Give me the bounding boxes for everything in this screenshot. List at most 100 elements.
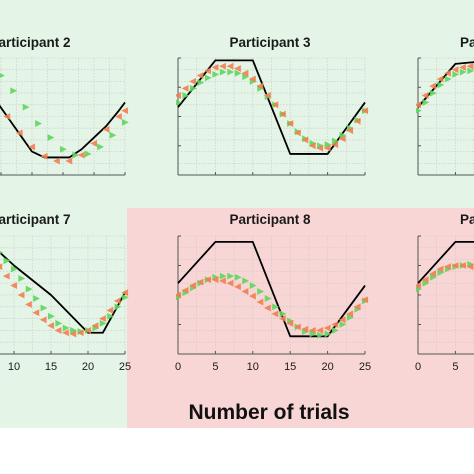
x-tick-label: 20 (321, 361, 333, 373)
green-triangle-marker (452, 70, 460, 78)
orange-triangle-marker (263, 304, 271, 312)
x-tick-label: 25 (119, 361, 131, 373)
x-tick-label: 0 (415, 361, 421, 373)
green-triangle-marker (279, 310, 287, 318)
orange-triangle-marker (47, 322, 55, 330)
orange-triangle-marker (219, 62, 226, 70)
green-triangle-marker (429, 89, 437, 97)
orange-triangle-marker (189, 282, 196, 289)
orange-triangle-marker (331, 141, 339, 148)
green-triangle-marker (22, 103, 30, 111)
panel-title: Participant 8 (229, 212, 311, 227)
green-triangle-marker (339, 321, 347, 328)
green-triangle-marker (25, 285, 33, 293)
green-triangle-marker (467, 67, 474, 75)
orange-triangle-marker (353, 117, 361, 125)
green-triangle-marker (437, 81, 445, 89)
orange-triangle-marker (436, 75, 444, 83)
series-group (416, 61, 474, 114)
green-triangle-marker (416, 107, 422, 114)
series-group (176, 240, 369, 339)
green-triangle-marker (40, 304, 48, 312)
series-group (416, 240, 474, 292)
orange-triangle-marker (204, 67, 211, 75)
orange-triangle-marker (211, 63, 219, 71)
orange-triangle-marker (421, 276, 429, 284)
green-triangle-marker (309, 330, 317, 338)
orange-triangle-marker (226, 279, 234, 287)
orange-triangle-marker (316, 326, 324, 334)
orange-triangle-marker (421, 92, 429, 99)
green-triangle-marker (10, 265, 18, 273)
green-triangle-marker (0, 73, 5, 78)
orange-triangle-marker (459, 63, 466, 71)
chart-panel-1: Participant 2 (0, 35, 129, 176)
green-triangle-marker (324, 141, 332, 148)
green-triangle-marker (197, 79, 205, 86)
orange-triangle-marker (15, 129, 23, 137)
orange-triangle-marker (256, 82, 264, 90)
green-triangle-marker (33, 295, 40, 302)
target-line (177, 240, 366, 338)
green-triangle-marker (227, 272, 235, 280)
green-triangle-marker (227, 68, 235, 76)
orange-triangle-marker (241, 288, 249, 295)
orange-triangle-marker (271, 310, 279, 318)
green-triangle-marker (0, 251, 3, 255)
orange-triangle-marker (204, 276, 211, 284)
orange-triangle-marker (338, 135, 346, 143)
orange-triangle-marker (0, 263, 3, 271)
green-triangle-marker (121, 293, 129, 301)
orange-triangle-marker (323, 324, 331, 332)
orange-triangle-marker (121, 107, 129, 115)
panel-title: Pa (460, 35, 474, 50)
orange-triangle-marker (361, 107, 369, 115)
green-triangle-marker (324, 330, 332, 338)
orange-triangle-marker (62, 329, 69, 337)
target-line (417, 240, 474, 284)
green-triangle-marker (84, 150, 92, 158)
orange-triangle-marker (90, 139, 98, 147)
series-group (0, 73, 129, 165)
orange-triangle-marker (444, 69, 451, 77)
orange-triangle-marker (323, 144, 331, 152)
orange-triangle-marker (338, 316, 346, 324)
green-triangle-marker (444, 75, 452, 83)
orange-triangle-marker (2, 272, 10, 280)
orange-triangle-marker (278, 110, 286, 118)
orange-triangle-marker (286, 120, 294, 127)
orange-triangle-marker (234, 65, 241, 72)
target-line (0, 101, 126, 159)
orange-triangle-marker (181, 85, 189, 92)
green-triangle-marker (70, 326, 77, 334)
x-axis-label: Number of trials (188, 401, 349, 424)
green-triangle-marker (10, 87, 18, 95)
series-group (176, 59, 369, 155)
green-triangle-marker (339, 131, 347, 139)
orange-triangle-marker (54, 326, 62, 334)
x-tick-label: 25 (359, 361, 371, 373)
green-triangle-marker (219, 68, 227, 76)
green-triangle-marker (97, 143, 104, 151)
panel-title: Pa (460, 212, 474, 227)
green-triangle-marker (59, 145, 67, 153)
green-triangle-marker (47, 312, 55, 320)
orange-triangle-marker (219, 277, 226, 285)
orange-triangle-marker (91, 322, 99, 330)
green-triangle-marker (62, 324, 70, 332)
orange-triangle-marker (196, 72, 204, 79)
orange-triangle-marker (459, 262, 466, 269)
green-triangle-marker (72, 151, 80, 159)
orange-triangle-marker (256, 298, 264, 306)
orange-triangle-marker (65, 157, 73, 165)
x-tick-label: 10 (247, 361, 259, 373)
orange-triangle-marker (69, 330, 77, 338)
x-tick-label: 15 (284, 361, 296, 373)
orange-triangle-marker (361, 296, 369, 304)
orange-triangle-marker (25, 301, 32, 308)
green-triangle-marker (176, 99, 182, 106)
orange-triangle-marker (106, 306, 114, 314)
green-triangle-marker (35, 120, 42, 127)
green-triangle-marker (249, 282, 257, 289)
